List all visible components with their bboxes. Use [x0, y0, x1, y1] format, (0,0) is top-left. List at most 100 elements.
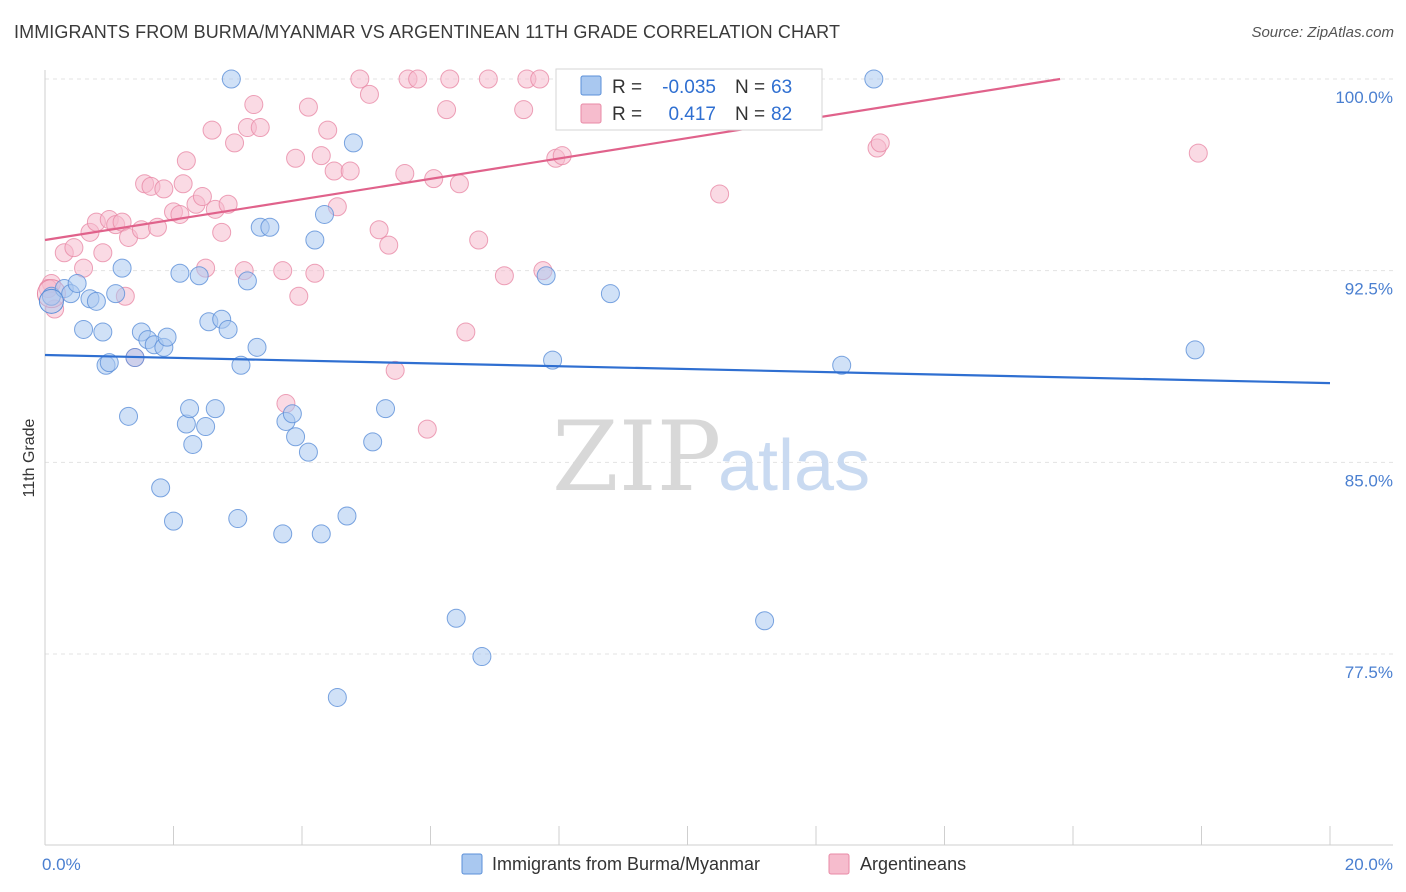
argentinean-point-35 [273, 261, 293, 281]
y-tick-labels: 77.5% 85.0% 92.5% 100.0% [1335, 88, 1393, 682]
bottom-legend-swatch-pink [828, 853, 850, 875]
watermark-zip: ZIP [552, 401, 721, 513]
burma-point-40 [282, 404, 302, 424]
burma-point-49 [363, 432, 383, 452]
argentinean-point-62 [494, 266, 514, 286]
burma-point-26 [196, 417, 216, 437]
y-tick-label-3: 100.0% [1335, 88, 1393, 107]
legend-swatch-pink [580, 103, 602, 124]
burma-point-11 [106, 284, 126, 304]
y-axis-label: 11th Grade [21, 418, 38, 497]
x-ticks [44, 826, 1331, 845]
burma-point-10 [112, 258, 132, 278]
burma-point-3 [67, 273, 87, 293]
y-tick-label-2: 92.5% [1345, 280, 1393, 299]
burma-point-57 [832, 355, 852, 375]
stats-legend: R = -0.035 N = 63 R = 0.417 N = 82 [555, 68, 823, 131]
legend-swatch-blue [580, 75, 602, 96]
x-tick-label-max: 20.0% [1345, 855, 1393, 874]
argentinean-point-53 [408, 69, 428, 89]
grid-lines [45, 78, 1393, 655]
burma-point-59 [1185, 340, 1205, 360]
argentinean-point-7 [93, 243, 113, 263]
argentinean-point-37 [286, 148, 306, 168]
argentinean-point-65 [530, 69, 550, 89]
argentinean-point-24 [192, 187, 212, 207]
burma-point-30 [218, 319, 238, 339]
argentinean-point-26 [202, 120, 222, 140]
legend-n-value-2: 82 [771, 104, 792, 125]
argentinean-point-75 [870, 133, 890, 153]
chart-title: IMMIGRANTS FROM BURMA/MYANMAR VS ARGENTI… [14, 22, 841, 42]
argentinean-point-21 [173, 174, 193, 194]
burma-point-50 [376, 399, 396, 419]
burma-point-51 [446, 608, 466, 628]
argentinean-point-38 [289, 286, 309, 306]
y-tick-label-1: 85.0% [1345, 471, 1393, 490]
argentinean-point-48 [369, 220, 389, 240]
argentinean-trend-line [44, 77, 1061, 242]
argentinean-point-57 [440, 69, 460, 89]
series-burma-points [38, 69, 1205, 707]
burma-point-33 [231, 355, 251, 375]
argentinean-point-61 [478, 69, 498, 89]
argentinean-point-76 [1188, 143, 1208, 163]
burma-point-54 [543, 350, 563, 370]
argentinean-point-29 [218, 194, 238, 214]
legend-r-label-1: R = [612, 77, 642, 98]
argentinean-point-39 [298, 97, 318, 117]
legend-n-value-1: 63 [771, 77, 792, 98]
burma-point-52 [472, 647, 492, 667]
argentinean-point-45 [340, 161, 360, 181]
burma-point-47 [337, 506, 357, 526]
burma-point-55 [600, 284, 620, 304]
burma-point-9 [99, 353, 119, 373]
argentinean-point-50 [385, 360, 405, 380]
legend-r-value-1: -0.035 [662, 77, 716, 98]
x-tick-label-min: 0.0% [42, 855, 81, 874]
burma-point-31 [221, 69, 241, 89]
burma-point-20 [164, 511, 183, 531]
bottom-legend: Immigrants from Burma/Myanmar Argentinea… [461, 853, 966, 875]
argentinean-point-28 [212, 222, 232, 242]
trend-lines [44, 77, 1331, 385]
source-credit: Source: ZipAtlas.com [1251, 24, 1394, 41]
argentinean-point-30 [225, 133, 245, 153]
burma-point-23 [180, 399, 200, 419]
burma-point-19 [157, 327, 177, 347]
burma-point-44 [311, 524, 331, 544]
burma-point-48 [343, 133, 363, 153]
burma-point-53 [536, 266, 556, 286]
legend-n-label-1: N = [735, 77, 765, 98]
legend-r-value-2: 0.417 [668, 104, 716, 125]
burma-trend-line [44, 353, 1331, 385]
bottom-legend-swatch-blue [461, 853, 483, 875]
burma-point-34 [237, 271, 257, 291]
argentinean-point-34 [250, 118, 270, 138]
argentinean-point-22 [176, 151, 196, 171]
argentinean-point-47 [359, 84, 379, 104]
burma-point-41 [286, 427, 306, 447]
burma-point-45 [314, 204, 334, 224]
argentinean-point-59 [456, 322, 476, 342]
argentinean-point-20 [170, 204, 190, 224]
burma-point-37 [260, 217, 280, 237]
argentinean-point-3 [64, 238, 84, 258]
argentinean-point-73 [710, 184, 730, 204]
argentinean-point-49 [379, 235, 399, 255]
burma-point-21 [170, 263, 190, 283]
argentinean-point-41 [311, 146, 331, 166]
burma-point-cluster [38, 288, 64, 314]
legend-r-label-2: R = [612, 104, 642, 125]
burma-point-25 [189, 266, 209, 286]
burma-point-56 [755, 611, 775, 631]
burma-point-12 [119, 406, 139, 426]
legend-n-label-2: N = [735, 104, 765, 125]
burma-point-42 [298, 442, 318, 462]
argentinean-point-46 [350, 69, 370, 89]
burma-point-6 [86, 291, 106, 311]
argentinean-point-68 [552, 146, 572, 166]
argentinean-point-58 [449, 174, 469, 194]
bottom-legend-label-argentineans: Argentineans [860, 854, 966, 874]
